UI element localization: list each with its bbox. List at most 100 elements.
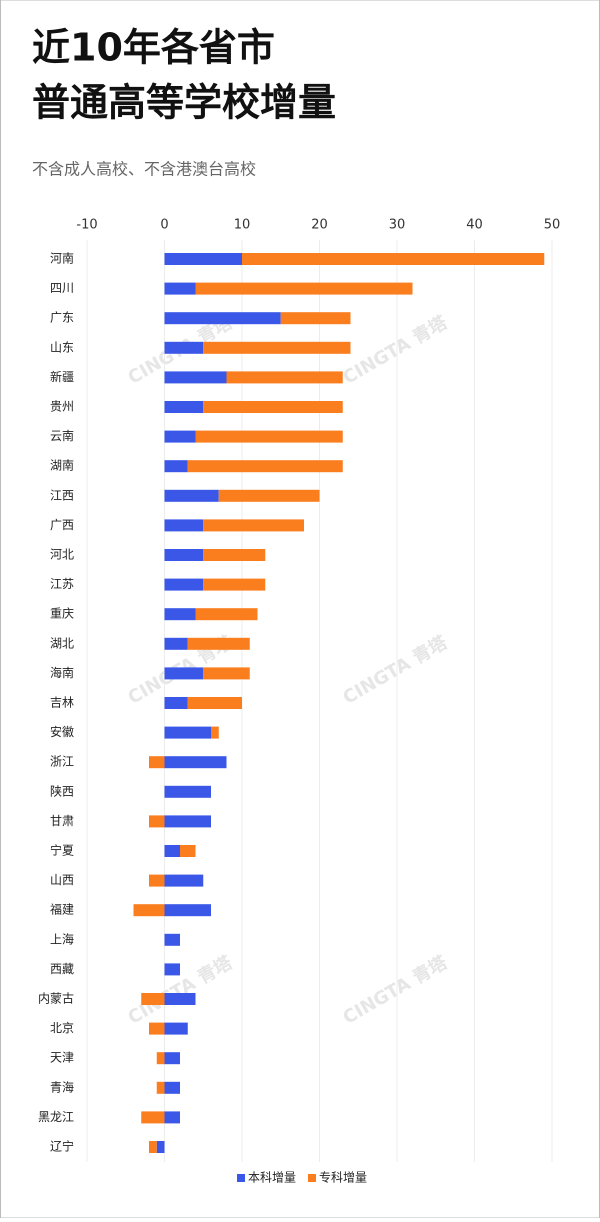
y-tick-label: 山东 [50,340,74,354]
bar [203,401,343,413]
bar [164,1081,180,1094]
bar [226,371,343,384]
bar [141,1111,165,1124]
bar [164,608,196,621]
y-tick-label: 甘肃 [50,814,74,828]
chart-title: 普通高等学校增量 [32,81,336,125]
y-tick-label: 广东 [50,311,74,325]
bar [141,993,165,1005]
bar [164,578,204,591]
bar [156,1141,165,1153]
bar [280,312,351,325]
bar [133,904,165,917]
bar [164,1022,188,1035]
y-tick-label: 河北 [50,548,74,562]
y-tick-label: 海南 [50,665,74,680]
bar [164,1052,180,1065]
y-tick-label: 上海 [50,931,74,946]
y-tick-label: 西藏 [50,962,74,976]
y-tick-label: 青海 [50,1079,74,1094]
bar [164,401,204,413]
chart-subtitle: 不含成人高校、不含港澳台高校 [32,160,256,179]
bar [164,282,196,295]
bar [187,637,250,650]
bar [164,697,188,709]
bar [164,460,188,473]
bar [164,933,180,946]
y-tick-label: 河南 [50,251,74,266]
bar [195,430,343,443]
legend-swatch [308,1174,316,1182]
bar [164,993,196,1005]
chart-title: 近10年各省市 [32,26,275,70]
x-tick-label: -10 [76,218,97,233]
y-tick-label: 内蒙古 [38,991,74,1006]
legend-label: 专科增量 [319,1170,367,1185]
bar [164,489,219,502]
x-tick-label: 40 [466,218,483,233]
bar [164,1111,180,1124]
bar [164,904,211,917]
bar [164,845,180,857]
bar [203,341,351,354]
bar [164,519,204,532]
x-tick-label: 0 [160,218,168,233]
bar [149,874,165,887]
bar [242,253,545,265]
x-tick-label: 50 [544,218,561,233]
y-tick-label: 陕西 [50,783,74,798]
bar [164,637,188,650]
bar [211,726,219,739]
y-tick-label: 黑龙江 [38,1110,74,1124]
bar [149,756,165,769]
y-tick-label: 福建 [50,902,74,917]
bar [164,815,211,828]
y-tick-label: 湖南 [50,458,74,473]
bar [195,282,413,295]
y-tick-label: 吉林 [50,696,74,710]
bar [149,1141,157,1153]
bar [187,697,242,709]
y-tick-label: 北京 [50,1021,74,1035]
y-tick-label: 宁夏 [50,843,74,858]
bar [164,312,281,325]
bar [164,726,211,739]
bar [149,1022,165,1035]
x-tick-label: 30 [389,218,406,233]
bar [164,341,204,354]
bar [180,845,196,857]
y-tick-label: 江苏 [50,577,74,591]
bar [164,430,196,443]
legend-label: 本科增量 [248,1171,296,1185]
bar [187,460,343,473]
y-tick-label: 新疆 [50,369,74,384]
legend-swatch [237,1174,245,1182]
bar [203,578,266,591]
bar [164,756,227,769]
y-tick-label: 四川 [50,281,74,295]
bar [164,549,204,561]
y-tick-label: 广西 [50,518,74,532]
bar [203,667,250,680]
bar [164,785,211,798]
bar [164,253,242,265]
bar [218,489,320,502]
x-tick-label: 20 [311,218,328,233]
y-tick-label: 湖北 [50,635,74,650]
bar [164,667,204,680]
y-tick-label: 江西 [50,488,74,502]
y-tick-label: 天津 [50,1051,74,1065]
bar [203,549,266,561]
y-tick-label: 安徽 [50,724,74,739]
y-tick-label: 浙江 [50,755,74,769]
y-tick-label: 辽宁 [50,1139,74,1154]
bar [149,815,165,828]
y-tick-label: 云南 [50,428,74,443]
y-tick-label: 重庆 [50,607,74,621]
y-tick-label: 山西 [50,873,74,887]
bar [156,1081,165,1094]
bar [156,1052,165,1065]
